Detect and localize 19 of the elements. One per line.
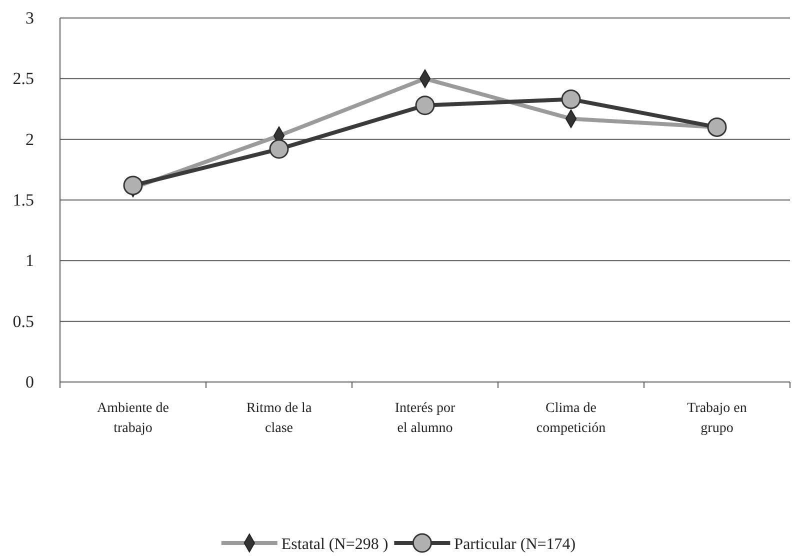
- y-tick-label: 2.5: [12, 69, 34, 88]
- point: [707, 117, 727, 137]
- x-tick-label: Clima de competición: [536, 401, 606, 436]
- y-tick-label: 2: [26, 130, 34, 149]
- y-tick-label: 1: [26, 251, 34, 270]
- legend-label: Estatal (N=298 ): [281, 536, 388, 553]
- x-tick-label: Trabajo en grupo: [687, 401, 747, 436]
- x-tick-label: Ambiente de trabajo: [97, 401, 169, 436]
- point: [415, 96, 435, 116]
- y-tick-label: 0: [26, 372, 34, 392]
- x-tick-label: Interés por el alumno: [394, 401, 456, 436]
- point: [123, 176, 143, 196]
- y-tick-label: 3: [26, 8, 34, 28]
- legend-label: Particular (N=174): [454, 536, 576, 553]
- x-tick-label: Ritmo de la clase: [246, 401, 312, 436]
- y-tick-label: 0.5: [12, 312, 34, 331]
- point: [269, 139, 289, 159]
- y-tick-label: 1.5: [12, 190, 34, 210]
- point: [561, 90, 581, 110]
